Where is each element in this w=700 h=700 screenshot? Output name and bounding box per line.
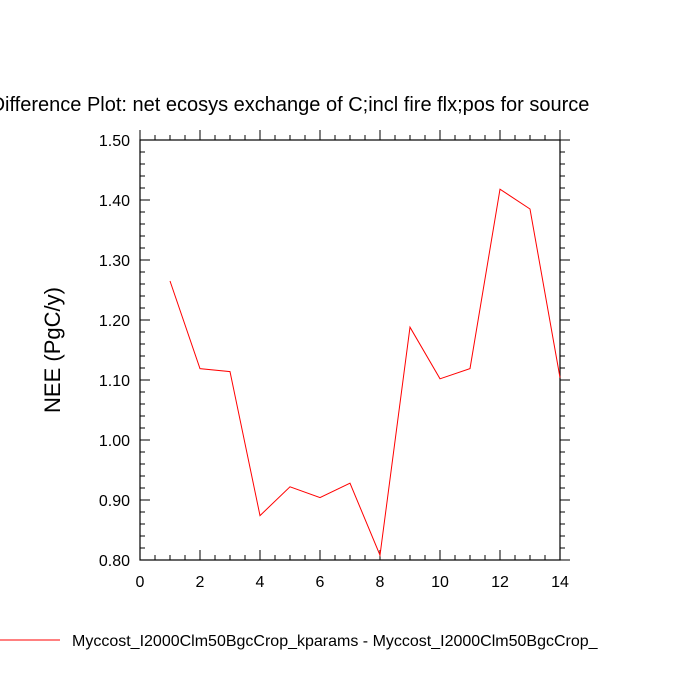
y-tick-label: 1.00 <box>99 433 130 450</box>
y-tick-label: 1.20 <box>99 313 130 330</box>
x-tick-label: 0 <box>136 574 145 591</box>
y-tick-label: 1.40 <box>99 193 130 210</box>
series-layer <box>169 188 561 558</box>
y-tick-label: 1.30 <box>99 253 130 270</box>
y-tick-label: 1.50 <box>99 133 130 150</box>
x-tick-label: 2 <box>196 574 205 591</box>
y-axis-label: NEE (PgC/y) <box>40 287 65 413</box>
minor-ticks <box>140 135 565 560</box>
legend-entry-label: Myccost_I2000Clm50BgcCrop_kparams - Mycc… <box>72 633 599 650</box>
major-ticks <box>139 130 570 561</box>
y-tick-labels: 0.80 0.90 1.00 1.10 1.20 1.30 1.40 1.50 <box>99 133 130 570</box>
y-tick-label: 0.80 <box>99 553 130 570</box>
legend: Myccost_I2000Clm50BgcCrop_kparams - Mycc… <box>0 633 599 650</box>
x-tick-label: 10 <box>431 574 449 591</box>
x-tick-label: 14 <box>551 574 569 591</box>
chart-title: Difference Plot: net ecosys exchange of … <box>0 94 589 116</box>
x-tick-label: 4 <box>256 574 265 591</box>
y-tick-label: 1.10 <box>99 373 130 390</box>
x-tick-label: 6 <box>316 574 325 591</box>
x-tick-labels: 0 2 4 6 8 10 12 14 <box>136 574 569 591</box>
y-tick-label: 0.90 <box>99 493 130 510</box>
series-line <box>169 188 561 558</box>
x-tick-label: 8 <box>376 574 385 591</box>
plot-frame <box>139 139 561 561</box>
x-tick-label: 12 <box>491 574 509 591</box>
